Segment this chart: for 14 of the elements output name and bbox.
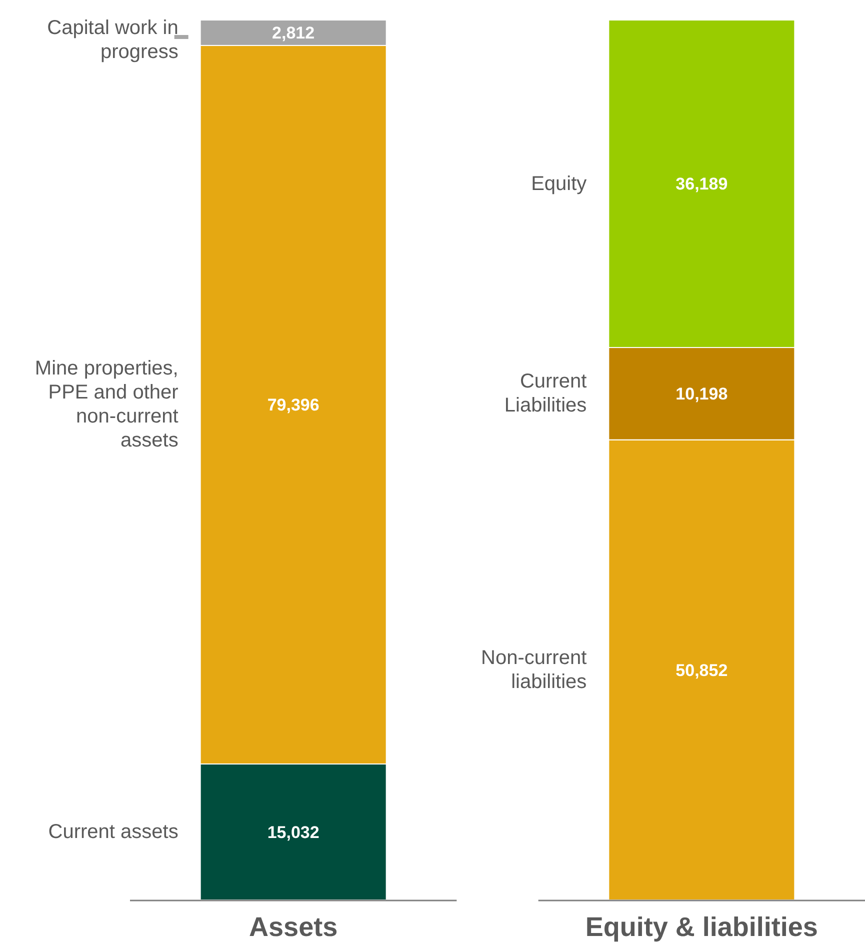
data-label: 50,852 bbox=[676, 660, 728, 680]
x-tick-label: Assets bbox=[249, 912, 338, 942]
series-label: Current assets bbox=[48, 820, 178, 843]
data-label: 15,032 bbox=[267, 822, 320, 842]
data-label: 79,396 bbox=[267, 396, 320, 415]
legend-label: Capital work in progress bbox=[47, 17, 178, 63]
series-label: Current Liabilities bbox=[504, 370, 588, 417]
data-label: 10,198 bbox=[676, 384, 728, 404]
data-label: 2,812 bbox=[272, 24, 315, 43]
series-label: Non-current liabilities bbox=[481, 646, 588, 693]
x-tick-label: Equity & liabilities bbox=[585, 912, 818, 942]
series-label: Mine properties, PPE and other non-current assets bbox=[34, 358, 179, 452]
data-label: 36,189 bbox=[676, 174, 728, 194]
series-label: Equity bbox=[531, 172, 587, 195]
